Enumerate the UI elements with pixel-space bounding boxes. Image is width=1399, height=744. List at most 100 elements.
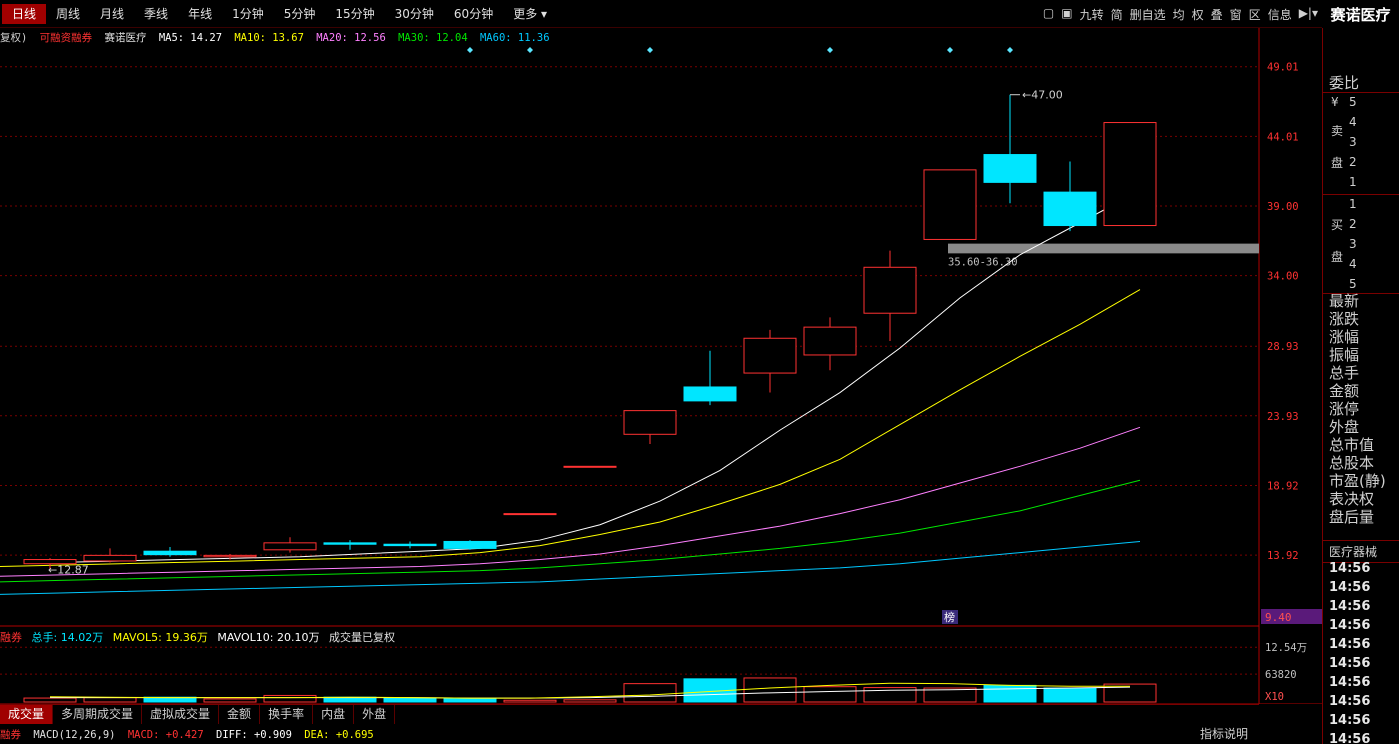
candle-body bbox=[683, 386, 737, 402]
event-diamond bbox=[1007, 47, 1013, 53]
volume-bar bbox=[743, 677, 797, 703]
period-tab[interactable]: 15分钟 bbox=[335, 7, 375, 21]
vol-note: 成交量已复权 bbox=[328, 631, 395, 644]
volume-legend: 融券 总手: 14.02万 MAVOL5: 19.36万 MAVOL10: 20… bbox=[0, 629, 401, 645]
stat-label: 涨幅 bbox=[1329, 328, 1360, 346]
event-diamond bbox=[947, 47, 953, 53]
stat-label: 金额 bbox=[1329, 382, 1360, 400]
y-tick-label: 44.01 bbox=[1267, 131, 1299, 143]
period-tab[interactable]: 更多 ▾ bbox=[513, 7, 548, 21]
toolbar-tool[interactable]: 简 bbox=[1110, 8, 1123, 22]
indicator-tab[interactable]: 虚拟成交量 bbox=[142, 705, 220, 724]
margin-trading-label[interactable]: 可融资融券 bbox=[39, 32, 93, 44]
toolbar-tools: ▢ ▣ 九转简删自选均权叠窗区信息 ▶|▾ bbox=[1043, 6, 1318, 23]
main-chart-area[interactable]: 49.01 44.01 39.00 34.00 28.93 23.93 18.92 13.92… bbox=[0, 28, 1322, 704]
toolbar-tool[interactable]: ▢ bbox=[1042, 6, 1055, 20]
sector-label[interactable]: 医疗器械 bbox=[1323, 540, 1399, 563]
toolbar-tool[interactable]: 九转 bbox=[1079, 8, 1104, 22]
toolbar-tool[interactable]: 删自选 bbox=[1129, 8, 1166, 22]
ma10-line bbox=[0, 289, 1141, 568]
y-tick-label: 13.92 bbox=[1267, 550, 1299, 562]
indicator-tab[interactable]: 换手率 bbox=[260, 705, 314, 724]
indicator-tab[interactable]: 外盘 bbox=[354, 705, 396, 724]
period-tab[interactable]: 1分钟 bbox=[232, 7, 264, 21]
top-toolbar: 日线 周线 月线 季线 年线 1分钟 5分钟 15分钟 30分钟 60分钟 更多 ▾ ▢ ▣ 九转简删自… bbox=[0, 0, 1322, 28]
toolbar-tool[interactable]: 区 bbox=[1248, 8, 1261, 22]
stat-label: 涨跌 bbox=[1329, 310, 1360, 328]
dea-value: DEA: +0.695 bbox=[304, 729, 374, 741]
toolbar-tool[interactable]: 权 bbox=[1191, 8, 1204, 22]
toolbar-tool[interactable]: 窗 bbox=[1229, 8, 1242, 22]
candle-body bbox=[383, 543, 437, 547]
legend-ma10: MA10: 13.67 bbox=[234, 32, 304, 44]
period-tab[interactable]: 5分钟 bbox=[283, 7, 316, 21]
indicator-help-link[interactable]: 指标说明 bbox=[1200, 727, 1249, 741]
macd-legend: 融券 MACD(12,26,9) MACD: +0.427 DIFF: +0.9… bbox=[0, 727, 380, 742]
volume-bar bbox=[383, 697, 437, 703]
stat-label: 市盈(静) bbox=[1329, 472, 1386, 490]
bang-badge bbox=[942, 610, 958, 624]
candle-body bbox=[563, 465, 617, 468]
ma5-line bbox=[59, 190, 1141, 563]
order-level: 5 bbox=[1349, 277, 1357, 291]
candle-body bbox=[23, 559, 77, 565]
toolbar-tool[interactable]: ▣ bbox=[1061, 6, 1073, 20]
tick-time: 14:56 bbox=[1329, 561, 1371, 576]
period-tab[interactable]: 月线 bbox=[100, 7, 125, 21]
indicator-tab[interactable]: 成交量 bbox=[0, 705, 54, 724]
period-tab[interactable]: 60分钟 bbox=[453, 7, 494, 21]
period-tab[interactable]: 周线 bbox=[56, 7, 81, 21]
candle-body bbox=[83, 554, 137, 562]
volume-bar bbox=[923, 687, 977, 703]
toolbar-tool[interactable]: 均 bbox=[1172, 8, 1185, 22]
candle-body bbox=[623, 410, 677, 435]
period-tab[interactable]: 年线 bbox=[188, 7, 213, 21]
volume-bar bbox=[863, 687, 917, 703]
event-diamond bbox=[647, 47, 653, 53]
yen-icon: ¥ bbox=[1331, 95, 1339, 109]
ma60-line bbox=[0, 540, 1141, 595]
period-tab[interactable]: 季线 bbox=[144, 7, 169, 21]
candle-body bbox=[1103, 122, 1157, 227]
diff-value: DIFF: +0.909 bbox=[216, 729, 292, 741]
volume-bar bbox=[1103, 683, 1157, 703]
volume-bar bbox=[263, 694, 317, 703]
candle-body bbox=[803, 326, 857, 356]
y-tick-label: 23.93 bbox=[1267, 411, 1299, 423]
candle-body bbox=[323, 542, 377, 545]
order-level: 4 bbox=[1349, 115, 1357, 129]
period-tabs: 日线 周线 月线 季线 年线 1分钟 5分钟 15分钟 30分钟 60分钟 更多 ▾ bbox=[2, 4, 557, 24]
indicator-tab[interactable]: 多周期成交量 bbox=[53, 705, 143, 724]
y-tick-label: 49.01 bbox=[1267, 62, 1299, 74]
chart-canvas[interactable]: 49.01 44.01 39.00 34.00 28.93 23.93 18.92 13.92… bbox=[0, 28, 1322, 704]
buy-orderbook: 买盘 1 2 3 4 5 bbox=[1323, 194, 1399, 294]
tick-time: 14:56 bbox=[1329, 713, 1371, 728]
volume-bar bbox=[23, 697, 77, 703]
period-tab[interactable]: 日线 bbox=[2, 4, 47, 24]
price-box bbox=[1261, 609, 1322, 624]
indicator-tab[interactable]: 内盘 bbox=[313, 705, 355, 724]
vol-total: 总手: 14.02万 bbox=[31, 631, 104, 644]
vol-tick-label: X10 bbox=[1265, 691, 1284, 703]
stat-label: 振幅 bbox=[1329, 346, 1360, 364]
candle-body bbox=[983, 154, 1037, 183]
tick-time: 14:56 bbox=[1329, 580, 1371, 595]
stat-label: 总市值 bbox=[1329, 436, 1375, 454]
tick-time: 14:56 bbox=[1329, 637, 1371, 652]
max-price-label: ←47.00 bbox=[1022, 89, 1063, 102]
indicator-tab[interactable]: 金额 bbox=[219, 705, 261, 724]
toolbar-tool[interactable]: ▶|▾ bbox=[1298, 6, 1318, 20]
legend-ma20: MA20: 12.56 bbox=[316, 32, 386, 44]
macd-name: MACD(12,26,9) bbox=[33, 729, 116, 741]
tick-time: 14:56 bbox=[1329, 656, 1371, 671]
vol-tick-label: 12.54万 bbox=[1265, 642, 1307, 654]
candle-body bbox=[863, 266, 917, 314]
volume-bar bbox=[983, 684, 1037, 703]
volume-bar bbox=[83, 697, 137, 703]
toolbar-tool[interactable]: 叠 bbox=[1210, 8, 1223, 22]
toolbar-tool[interactable]: 信息 bbox=[1267, 8, 1292, 22]
candle-body bbox=[503, 513, 557, 516]
order-level: 1 bbox=[1349, 197, 1357, 211]
stat-label: 总手 bbox=[1329, 364, 1360, 382]
period-tab[interactable]: 30分钟 bbox=[394, 7, 434, 21]
